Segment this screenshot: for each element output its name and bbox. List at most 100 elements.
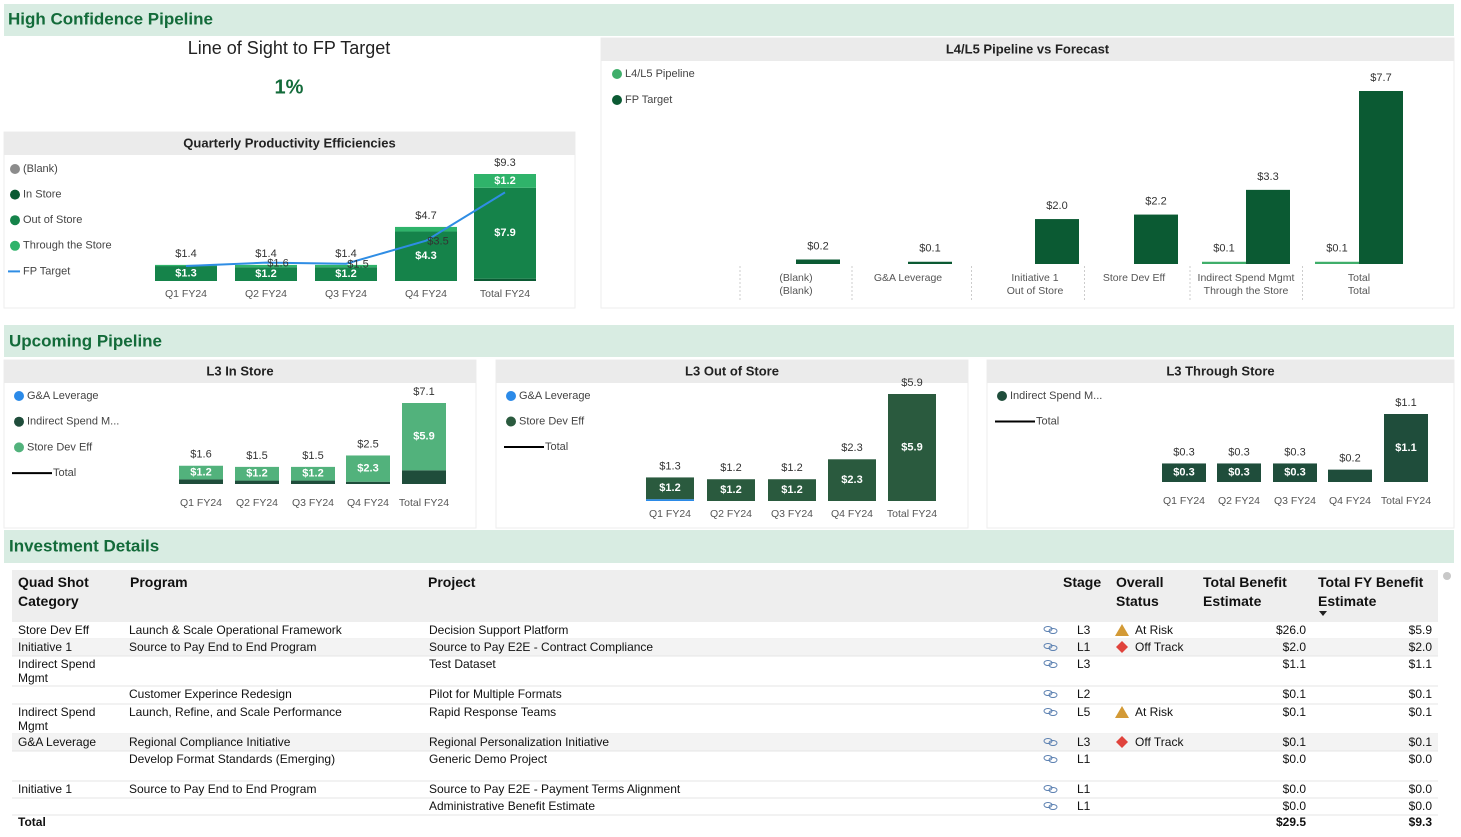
cell: L3 [1077,623,1090,637]
total-label: $1.1 [1395,397,1416,409]
bar-segment [291,481,335,484]
x-tick-label: Total FY24 [480,288,530,300]
chart-title: L3 Through Store [1166,363,1274,378]
x-tick-label: Total FY24 [1381,495,1431,507]
total-label: $7.1 [413,386,434,398]
legend-marker [612,95,622,105]
bar-segment [1328,470,1372,482]
legend-label: Through the Store [23,240,112,252]
section-title: High Confidence Pipeline [8,9,213,28]
cell: Launch, Refine, and Scale Performance [129,705,419,719]
column-header: Quad Shot Category [18,573,118,611]
cell: $0.1 [1283,705,1306,719]
x-tick-label: Q1 FY24 [649,508,691,520]
bar-segment [402,470,446,484]
segment-label: $1.1 [1395,442,1416,454]
cell: $0.0 [1283,782,1306,796]
x-tick-label: Indirect Spend Mgmt [1198,272,1295,284]
chart-title: L4/L5 Pipeline vs Forecast [946,41,1110,56]
cell: G&A Leverage [18,735,118,749]
section-title: Upcoming Pipeline [9,331,162,350]
total-label: $1.5 [302,450,323,462]
cell: L1 [1077,782,1090,796]
x-tick-label: Q4 FY24 [831,508,873,520]
legend-label: L4/L5 Pipeline [625,68,695,80]
x-tick-label: Q1 FY24 [165,288,207,300]
bar [1202,262,1246,264]
section-band [4,530,1454,563]
segment-label: $7.9 [494,227,515,239]
cell: $0.0 [1409,782,1432,796]
cell: Administrative Benefit Estimate [429,799,1029,813]
cell: $0.1 [1409,705,1432,719]
legend-label: In Store [23,189,62,201]
line-label: $1.5 [347,259,368,271]
segment-label: $4.3 [415,250,436,262]
cell: $2.0 [1409,640,1432,654]
legend-label: Out of Store [23,214,82,226]
status-icon [1115,624,1129,636]
cell: Test Dataset [429,657,1029,671]
x-tick-label: Q1 FY24 [180,497,222,509]
panel [601,38,1454,308]
total-label: Total [18,815,46,829]
segment-label: $1.2 [302,468,323,480]
scrollbar[interactable] [1443,572,1451,580]
total-label: $0.3 [1173,446,1194,458]
x-tick-label: Q3 FY24 [292,497,334,509]
legend-label: G&A Leverage [519,390,591,402]
cell: Source to Pay End to End Program [129,782,419,796]
legend-label: Indirect Spend M... [27,416,119,428]
x-tick-label: Q4 FY24 [1329,495,1371,507]
total-value: $29.5 [1276,815,1306,829]
cell: Regional Compliance Initiative [129,735,419,749]
section-title: Investment Details [9,536,159,555]
cell: Launch & Scale Operational Framework [129,623,419,637]
legend-marker [14,391,24,401]
total-value: $9.3 [1409,815,1432,829]
cell: $1.1 [1409,657,1432,671]
bar [1246,190,1290,264]
legend-marker [10,241,20,251]
kpi-title: Line of Sight to FP Target [188,38,390,58]
chart-title: Quarterly Productivity Efficiencies [183,135,395,150]
cell: L1 [1077,640,1090,654]
x-tick-label: Q1 FY24 [1163,495,1205,507]
column-header: Program [130,573,410,592]
x-tick-label: Q2 FY24 [245,288,287,300]
legend-marker [10,190,20,200]
legend-label: Total [1036,415,1059,427]
x-tick-label: Q3 FY24 [325,288,367,300]
legend-label: Store Dev Eff [27,441,93,453]
line-label: $3.5 [427,236,448,248]
x-tick-label: G&A Leverage [874,272,942,284]
cell: Decision Support Platform [429,623,1029,637]
section-band [4,325,1454,357]
segment-label: $5.9 [901,441,922,453]
legend-marker [506,391,516,401]
kpi-value: 1% [275,76,304,98]
total-label: $1.2 [781,462,802,474]
cell: Pilot for Multiple Formats [429,687,1029,701]
cell: $2.0 [1283,640,1306,654]
segment-label: $1.2 [494,175,515,187]
legend-marker [506,417,516,427]
total-label: $0.3 [1284,446,1305,458]
legend-marker [14,442,24,452]
segment-label: $1.3 [175,267,196,279]
cell: Develop Format Standards (Emerging) [129,752,419,766]
segment-label: $1.2 [659,482,680,494]
cell: L5 [1077,705,1090,719]
section-band [4,4,1454,36]
cell: Generic Demo Project [429,752,1029,766]
cell: Source to Pay E2E - Contract Compliance [429,640,1029,654]
x-tick-label: Q2 FY24 [1218,495,1260,507]
total-label: $0.2 [1339,453,1360,465]
line-label: $1.6 [267,257,288,269]
column-header: Total Benefit Estimate [1203,573,1308,611]
cell: Initiative 1 [18,640,118,654]
cell: Store Dev Eff [18,623,118,637]
cell: Customer Experince Redesign [129,687,419,701]
x-tick-label: Total [1348,285,1370,297]
